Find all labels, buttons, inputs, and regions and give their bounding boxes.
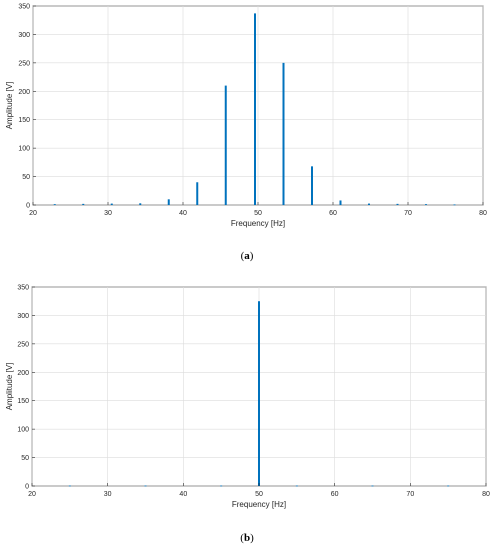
bar-a-12 — [396, 203, 399, 205]
x-tick-label-b: 50 — [255, 491, 263, 498]
x-tick-label-b: 40 — [179, 491, 187, 498]
y-tick-label-b: 100 — [17, 427, 29, 434]
bar-a-8 — [282, 62, 285, 205]
y-tick-label-a: 50 — [22, 174, 30, 181]
bar-a-6 — [224, 85, 227, 205]
y-tick-label-a: 300 — [18, 32, 30, 39]
x-tick-label-b: 80 — [482, 491, 490, 498]
panel-a: 20 30 40 50 60 70 80 0 50 100 150 200 250 300 350 Freq… — [5, 4, 487, 263]
x-tick-label-a: 40 — [179, 210, 187, 217]
x-tick-label-a: 30 — [104, 210, 112, 217]
y-axis-label-b: Amplitude [V] — [5, 363, 14, 411]
y-tick-label-b: 300 — [17, 313, 29, 320]
bar-a-3 — [139, 203, 142, 205]
bar-b-2 — [220, 485, 223, 487]
panel-b: 20 30 40 50 60 70 80 0 50 100 150 200 250 300 350 Freq… — [5, 285, 490, 545]
bar-b-4 — [295, 485, 298, 487]
y-tick-label-a: 0 — [26, 203, 30, 210]
bar-b-6 — [447, 485, 450, 487]
x-tick-label-a: 50 — [254, 210, 262, 217]
bar-b-3 — [258, 301, 260, 486]
panel-caption-a: (a) — [241, 250, 254, 262]
bar-b-1 — [144, 485, 147, 487]
bar-a-10 — [339, 200, 342, 205]
grid-a — [32, 5, 484, 206]
bar-a-13 — [425, 204, 427, 205]
panel-letter-a: a — [244, 250, 250, 262]
bar-b-5 — [371, 485, 374, 487]
bar-a-7 — [254, 13, 256, 205]
y-tick-label-b: 0 — [25, 484, 29, 491]
ticks-a: 20 30 40 50 60 70 80 0 50 100 150 200 250 300 350 — [18, 4, 487, 218]
bars-b — [68, 301, 450, 487]
x-tick-label-a: 70 — [404, 210, 412, 217]
bar-a-4 — [167, 199, 170, 205]
y-tick-label-b: 50 — [21, 455, 29, 462]
x-tick-label-a: 20 — [29, 210, 37, 217]
y-tick-label-b: 150 — [17, 398, 29, 405]
y-tick-label-b: 350 — [17, 285, 29, 292]
y-tick-label-a: 250 — [18, 60, 30, 67]
x-tick-label-a: 60 — [329, 210, 337, 217]
y-axis-label-a: Amplitude [V] — [5, 82, 14, 130]
bar-a-0 — [53, 204, 56, 205]
x-axis-label-a: Frequency [Hz] — [231, 219, 285, 228]
x-tick-label-b: 30 — [104, 491, 112, 498]
y-tick-label-a: 100 — [18, 146, 30, 153]
x-tick-label-b: 20 — [28, 491, 36, 498]
y-tick-label-b: 250 — [17, 341, 29, 348]
bar-a-1 — [82, 203, 85, 205]
y-tick-label-a: 350 — [18, 4, 30, 11]
bar-a-2 — [110, 203, 113, 205]
x-tick-label-b: 70 — [406, 491, 414, 498]
x-tick-label-b: 60 — [331, 491, 339, 498]
bar-a-9 — [311, 166, 313, 205]
y-tick-label-b: 200 — [17, 370, 29, 377]
bar-a-11 — [368, 203, 370, 205]
bars-a — [53, 13, 456, 206]
bar-a-14 — [453, 204, 456, 206]
ticks-b: 20 30 40 50 60 70 80 0 50 100 150 200 250 300 350 — [17, 285, 490, 499]
y-tick-label-a: 200 — [18, 89, 30, 96]
x-tick-label-a: 80 — [479, 210, 487, 217]
bar-b-0 — [68, 485, 71, 487]
bar-a-5 — [196, 182, 199, 205]
panel-letter-b: b — [244, 532, 250, 544]
x-axis-label-b: Frequency [Hz] — [232, 500, 286, 509]
panel-caption-b: (b) — [240, 532, 254, 544]
y-tick-label-a: 150 — [18, 117, 30, 124]
